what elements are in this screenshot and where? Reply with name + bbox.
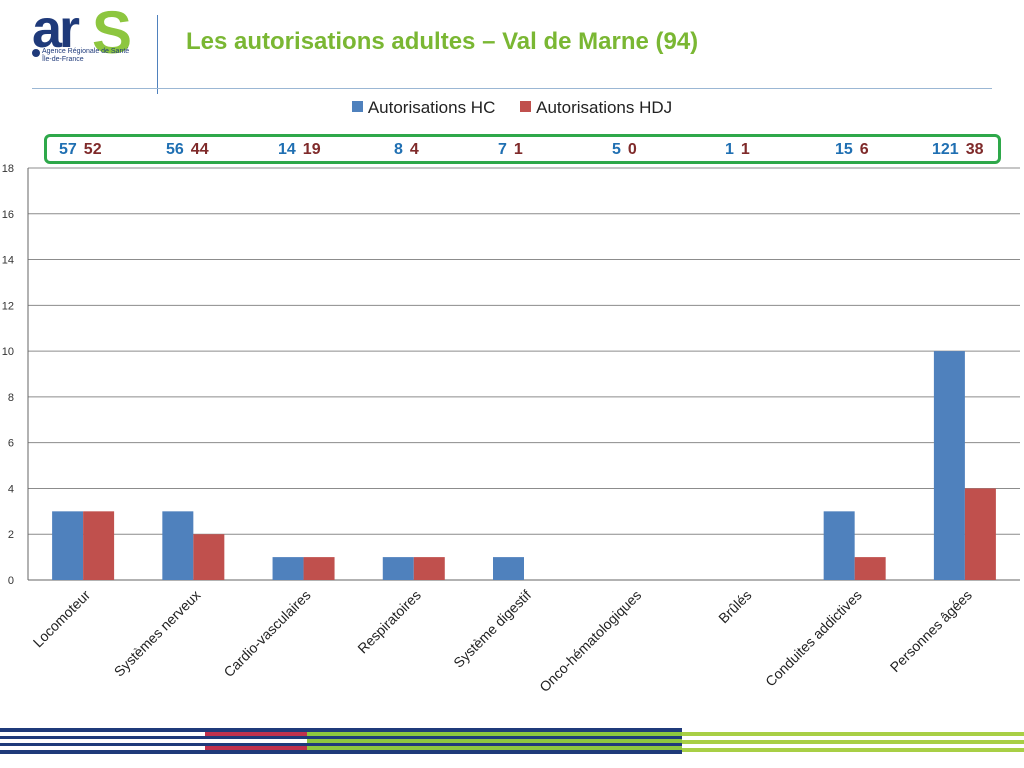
total-cardio-vasculaires: 14 19: [278, 141, 321, 158]
header-divider: [157, 15, 158, 94]
y-tick-label: 12: [2, 300, 14, 312]
x-tick-label: Système digestif: [450, 587, 534, 671]
y-tick-label: 18: [2, 163, 14, 175]
total-personnes-agees: 121 38: [932, 141, 984, 158]
bar-hdj: [413, 557, 445, 580]
bar-hc: [823, 511, 855, 580]
y-tick-label: 10: [2, 346, 14, 358]
bar-hdj: [854, 557, 886, 580]
bar-hdj: [303, 557, 335, 580]
x-tick-label: Systèmes nerveux: [111, 587, 204, 680]
bar-hc: [382, 557, 414, 580]
bar-hc: [52, 511, 84, 580]
slide-header: ar S Agence Régionale de Santé Île-de-Fr…: [0, 0, 1024, 95]
x-tick-label: Locomoteur: [30, 587, 94, 651]
bar-hc: [162, 511, 194, 580]
header-rule: [32, 88, 992, 89]
x-tick-label: Personnes âgées: [887, 587, 975, 675]
bar-hdj: [83, 511, 115, 580]
y-tick-label: 6: [8, 438, 14, 450]
y-tick-label: 16: [2, 209, 14, 221]
logo-dot-icon: [32, 49, 40, 57]
legend-item-hdj: Autorisations HDJ: [520, 98, 672, 118]
x-tick-label: Respiratoires: [354, 587, 424, 657]
legend-swatch-hc: [351, 100, 363, 112]
bar-hdj: [193, 534, 225, 580]
y-tick-label: 8: [8, 392, 14, 404]
bar-hc: [272, 557, 304, 580]
x-tick-label: Cardio-vasculaires: [220, 587, 313, 680]
bar-chart: 0 2 4 6 8 10 12 14 16 18 Locomoteur Systèmes nerveu…: [2, 163, 1020, 695]
total-systemes-nerveux: 56 44: [166, 141, 209, 158]
slide-title: Les autorisations adultes – Val de Marne…: [186, 28, 699, 55]
y-tick-label: 0: [8, 575, 14, 587]
bar-hc: [933, 351, 965, 580]
x-tick-label: Onco-hématologiques: [536, 587, 644, 695]
bar-hdj: [964, 488, 996, 580]
bar-hc: [493, 557, 524, 580]
y-tick-label: 4: [8, 483, 14, 495]
ars-logo: ar S Agence Régionale de Santé Île-de-Fr…: [32, 0, 133, 66]
footer-stripes: [0, 728, 1024, 754]
chart-legend: Autorisations HC Autorisations HDJ: [0, 97, 1024, 123]
total-conduites-addictives: 15 6: [835, 141, 869, 158]
legend-swatch-hdj: [520, 100, 532, 112]
legend-item-hc: Autorisations HC: [351, 98, 495, 118]
total-locomoteur: 57 52: [59, 141, 102, 158]
totals-box: [44, 134, 1001, 164]
y-tick-label: 14: [2, 255, 14, 267]
y-tick-label: 2: [8, 529, 14, 541]
x-tick-label: Conduites addictives: [762, 587, 865, 690]
x-tick-label: Brûlés: [715, 587, 754, 626]
